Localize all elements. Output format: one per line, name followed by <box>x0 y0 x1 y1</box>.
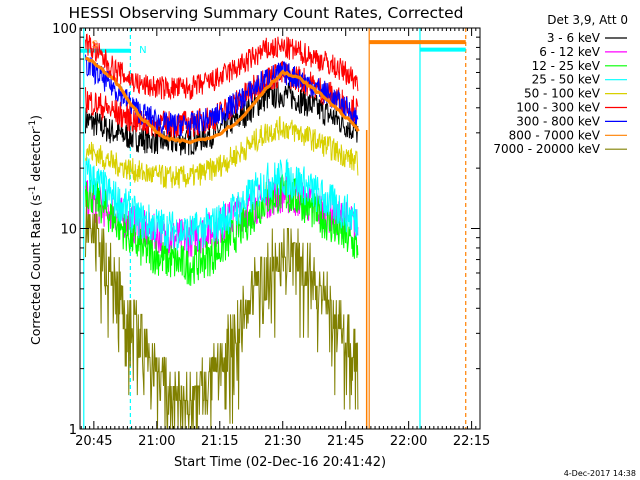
annotation-0: S <box>92 39 98 50</box>
series-line-6 <box>85 54 359 137</box>
legend-label-0: 3 - 6 keV <box>547 31 601 45</box>
x-tick-label-6: 22:15 <box>453 434 490 449</box>
series-line-2 <box>85 174 359 286</box>
x-ticks: 20:45 21:00 21:15 21:30 21:45 22:00 22:15 <box>75 28 490 449</box>
y-axis-label: Corrected Count Rate (s-1 detector-1) <box>28 115 43 345</box>
legend-header: Det 3,9, Att 0 <box>547 13 628 27</box>
legend-label-1: 6 - 12 keV <box>539 45 601 59</box>
x-tick-label-5: 22:00 <box>390 434 427 449</box>
x-axis-label: Start Time (02-Dec-16 20:41:42) <box>174 455 386 470</box>
y-axis-label-tail: detector <box>28 128 43 186</box>
series-line-8 <box>85 199 359 430</box>
x-tick-label-2: 21:15 <box>201 434 238 449</box>
series-line-9 <box>85 33 359 101</box>
series-line-0 <box>85 81 359 156</box>
y-axis-label-main: Corrected Count Rate (s <box>28 195 43 345</box>
legend-label-2: 12 - 25 keV <box>532 59 601 73</box>
x-tick-label-1: 21:00 <box>138 434 175 449</box>
series-line-7 <box>84 56 360 145</box>
y-axis-label-sup: -1 <box>28 186 38 195</box>
chart-title: HESSI Observing Summary Count Rates, Cor… <box>69 4 464 22</box>
y-axis-label-sup2: -1 <box>28 120 38 129</box>
y-tick-label-0: 100 <box>52 22 77 37</box>
y-tick-label-2: 1 <box>69 423 77 438</box>
annotation-1: N <box>139 45 146 56</box>
legend-label-3: 25 - 50 keV <box>532 73 601 87</box>
legend-label-5: 100 - 300 keV <box>516 101 600 115</box>
y-tick-label-1: 10 <box>60 223 77 238</box>
series-line-3 <box>85 157 359 251</box>
x-tick-label-3: 21:30 <box>264 434 301 449</box>
series-line-4 <box>85 116 359 189</box>
legend-label-4: 50 - 100 keV <box>524 87 601 101</box>
y-ticks: 100 10 1 <box>52 22 480 438</box>
y-axis-label-end: ) <box>28 115 43 120</box>
x-tick-label-4: 21:45 <box>327 434 364 449</box>
legend-label-8: 7000 - 20000 keV <box>493 142 600 156</box>
x-tick-label-0: 20:45 <box>75 434 112 449</box>
plot-marks: SN <box>80 28 467 430</box>
legend-label-6: 300 - 800 keV <box>516 114 600 128</box>
legend-label-7: 800 - 7000 keV <box>509 128 601 142</box>
footer-timestamp: 4-Dec-2017 14:38 <box>564 469 636 478</box>
